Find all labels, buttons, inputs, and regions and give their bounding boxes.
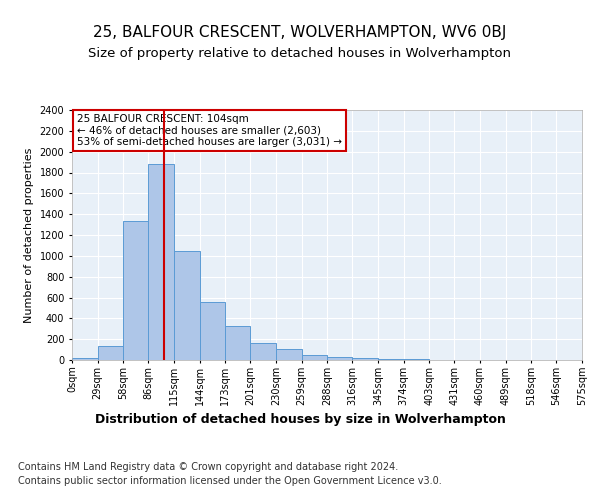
Text: Distribution of detached houses by size in Wolverhampton: Distribution of detached houses by size …: [95, 412, 505, 426]
Bar: [302, 355, 328, 360]
Bar: [276, 348, 302, 360]
Text: Contains HM Land Registry data © Crown copyright and database right 2024.: Contains HM Land Registry data © Crown c…: [18, 462, 398, 472]
Bar: [98, 346, 124, 360]
Text: Contains public sector information licensed under the Open Government Licence v3: Contains public sector information licen…: [18, 476, 442, 486]
Bar: [148, 164, 174, 360]
Bar: [124, 222, 148, 360]
Bar: [72, 358, 98, 360]
Text: 25, BALFOUR CRESCENT, WOLVERHAMPTON, WV6 0BJ: 25, BALFOUR CRESCENT, WOLVERHAMPTON, WV6…: [94, 25, 506, 40]
Bar: [174, 250, 200, 360]
Y-axis label: Number of detached properties: Number of detached properties: [24, 148, 34, 322]
Bar: [250, 343, 276, 360]
Bar: [200, 302, 226, 360]
Text: 25 BALFOUR CRESCENT: 104sqm
← 46% of detached houses are smaller (2,603)
53% of : 25 BALFOUR CRESCENT: 104sqm ← 46% of det…: [77, 114, 342, 147]
Bar: [328, 357, 352, 360]
Bar: [352, 358, 378, 360]
Bar: [226, 326, 250, 360]
Text: Size of property relative to detached houses in Wolverhampton: Size of property relative to detached ho…: [89, 48, 511, 60]
